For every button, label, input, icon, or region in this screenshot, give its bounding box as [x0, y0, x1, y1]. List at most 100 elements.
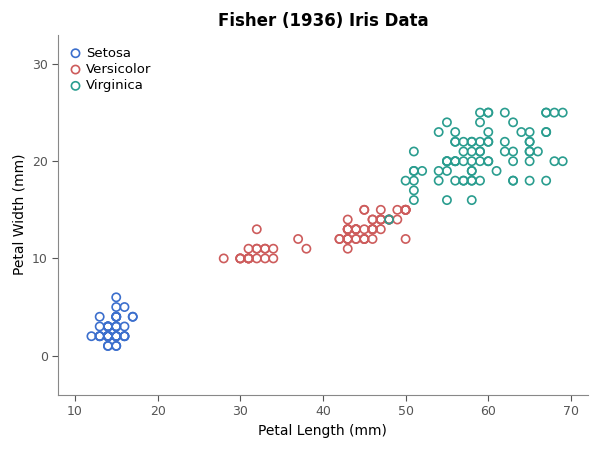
Virginica [458, 177, 468, 184]
Setosa [128, 313, 137, 320]
Setosa [103, 323, 113, 330]
Virginica [492, 167, 502, 175]
Versicolor [401, 235, 410, 243]
Versicolor [252, 255, 262, 262]
Virginica [442, 158, 452, 165]
Setosa [103, 333, 113, 340]
Virginica [541, 128, 551, 135]
Virginica [500, 148, 509, 155]
Versicolor [235, 255, 245, 262]
Virginica [525, 177, 535, 184]
Versicolor [343, 225, 353, 233]
Virginica [451, 158, 460, 165]
Versicolor [343, 235, 353, 243]
Virginica [434, 177, 443, 184]
Versicolor [293, 235, 303, 243]
Setosa [103, 342, 113, 350]
Setosa [128, 313, 137, 320]
Setosa [86, 333, 96, 340]
Virginica [409, 148, 419, 155]
Virginica [484, 158, 493, 165]
Versicolor [392, 206, 402, 213]
Versicolor [384, 216, 394, 223]
Versicolor [351, 225, 361, 233]
Virginica [467, 167, 476, 175]
Setosa [95, 333, 104, 340]
Setosa [103, 333, 113, 340]
Virginica [467, 158, 476, 165]
Virginica [541, 109, 551, 116]
Legend: Setosa, Versicolor, Virginica: Setosa, Versicolor, Virginica [65, 41, 157, 98]
Virginica [541, 128, 551, 135]
Setosa [103, 333, 113, 340]
Setosa [103, 333, 113, 340]
Versicolor [401, 206, 410, 213]
Virginica [525, 148, 535, 155]
Versicolor [401, 206, 410, 213]
Setosa [112, 323, 121, 330]
Versicolor [244, 255, 253, 262]
Setosa [103, 342, 113, 350]
Virginica [458, 177, 468, 184]
Virginica [508, 158, 518, 165]
Virginica [475, 138, 485, 145]
Versicolor [368, 216, 377, 223]
Versicolor [269, 255, 278, 262]
Versicolor [401, 206, 410, 213]
Versicolor [351, 225, 361, 233]
Versicolor [343, 225, 353, 233]
Versicolor [351, 225, 361, 233]
Versicolor [351, 235, 361, 243]
Virginica [458, 158, 468, 165]
Versicolor [335, 235, 344, 243]
Versicolor [343, 216, 353, 223]
Versicolor [343, 235, 353, 243]
Versicolor [343, 245, 353, 252]
Setosa [112, 323, 121, 330]
Virginica [451, 128, 460, 135]
Setosa [95, 333, 104, 340]
Versicolor [260, 245, 270, 252]
Virginica [475, 148, 485, 155]
Versicolor [343, 235, 353, 243]
Virginica [409, 197, 419, 204]
Virginica [409, 167, 419, 175]
Versicolor [376, 216, 386, 223]
Versicolor [401, 206, 410, 213]
Virginica [434, 167, 443, 175]
Versicolor [302, 245, 311, 252]
Setosa [112, 333, 121, 340]
Virginica [517, 128, 526, 135]
Virginica [508, 177, 518, 184]
Virginica [508, 119, 518, 126]
Virginica [484, 138, 493, 145]
Y-axis label: Petal Width (mm): Petal Width (mm) [13, 154, 26, 275]
Setosa [95, 323, 104, 330]
Virginica [467, 197, 476, 204]
Versicolor [368, 225, 377, 233]
Versicolor [219, 255, 229, 262]
Versicolor [368, 225, 377, 233]
Setosa [112, 303, 121, 310]
Virginica [467, 177, 476, 184]
Setosa [112, 333, 121, 340]
Setosa [103, 333, 113, 340]
Setosa [112, 323, 121, 330]
Setosa [112, 313, 121, 320]
Virginica [467, 138, 476, 145]
Virginica [541, 177, 551, 184]
Virginica [458, 138, 468, 145]
Virginica [409, 167, 419, 175]
Versicolor [368, 225, 377, 233]
Versicolor [376, 225, 386, 233]
Setosa [103, 333, 113, 340]
Versicolor [368, 216, 377, 223]
Virginica [484, 109, 493, 116]
Versicolor [376, 216, 386, 223]
Virginica [467, 177, 476, 184]
Virginica [451, 138, 460, 145]
Versicolor [359, 206, 369, 213]
Versicolor [235, 255, 245, 262]
Setosa [103, 333, 113, 340]
Virginica [484, 109, 493, 116]
